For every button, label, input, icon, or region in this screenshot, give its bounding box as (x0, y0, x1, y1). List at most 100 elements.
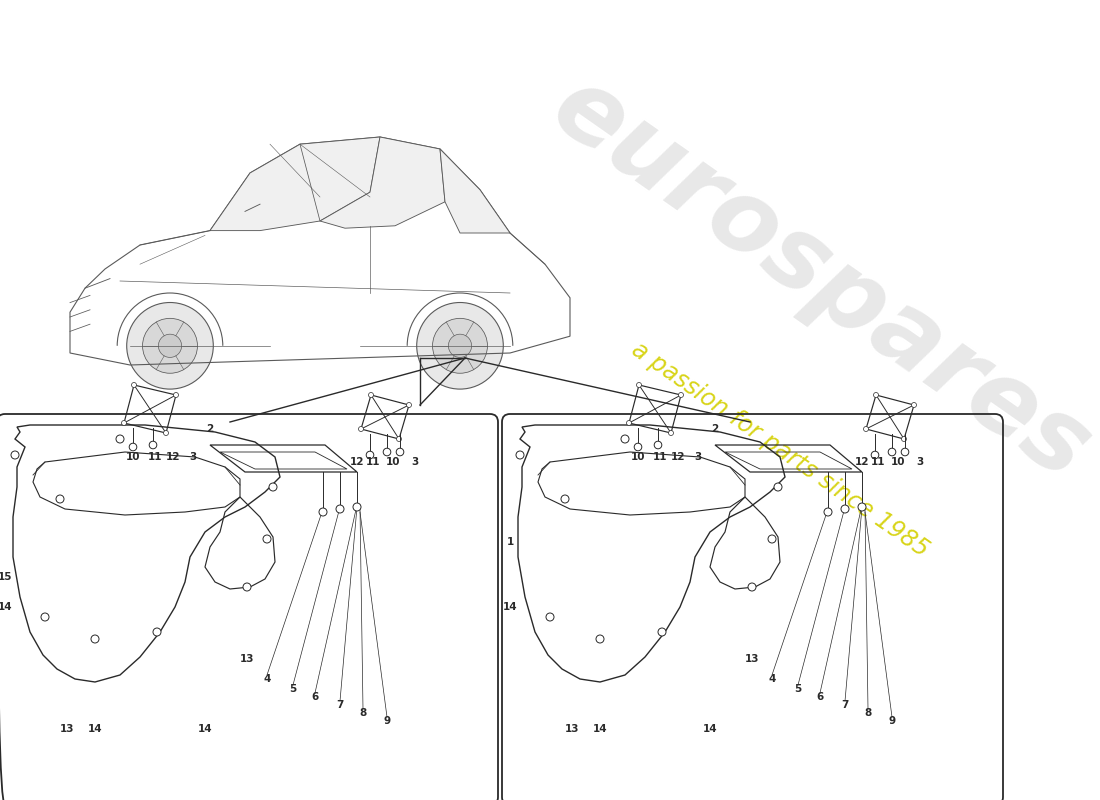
Circle shape (263, 535, 271, 543)
Text: 2: 2 (207, 424, 213, 434)
Circle shape (627, 421, 631, 426)
Text: 11: 11 (365, 457, 381, 467)
Circle shape (121, 421, 126, 426)
Circle shape (129, 443, 136, 451)
Circle shape (658, 628, 666, 636)
Text: 11: 11 (147, 452, 163, 462)
Circle shape (143, 318, 198, 374)
Text: 14: 14 (703, 724, 717, 734)
Text: 10: 10 (630, 452, 646, 462)
Text: 13: 13 (59, 724, 75, 734)
Text: 6: 6 (816, 692, 824, 702)
Text: 1: 1 (506, 537, 514, 547)
Circle shape (41, 613, 50, 621)
Circle shape (383, 448, 390, 456)
Text: 8: 8 (865, 708, 871, 718)
Circle shape (901, 448, 909, 456)
Polygon shape (210, 137, 380, 230)
Text: 12: 12 (855, 457, 869, 467)
Circle shape (546, 613, 554, 621)
Text: 15: 15 (0, 572, 12, 582)
Circle shape (164, 430, 168, 435)
Text: 5: 5 (289, 684, 297, 694)
Text: 8: 8 (360, 708, 366, 718)
Circle shape (888, 448, 895, 456)
Text: 10: 10 (891, 457, 905, 467)
Text: 14: 14 (593, 724, 607, 734)
Circle shape (353, 503, 361, 511)
Circle shape (842, 505, 849, 513)
Circle shape (432, 318, 487, 374)
Text: 3: 3 (411, 457, 419, 467)
Text: 12: 12 (166, 452, 180, 462)
Circle shape (56, 495, 64, 503)
Circle shape (902, 437, 906, 442)
Circle shape (912, 402, 916, 407)
Circle shape (417, 302, 504, 389)
Circle shape (679, 393, 683, 398)
Text: 14: 14 (0, 602, 12, 612)
Circle shape (768, 535, 776, 543)
Text: 11: 11 (652, 452, 668, 462)
Text: 5: 5 (794, 684, 802, 694)
Text: a passion for parts since 1985: a passion for parts since 1985 (627, 338, 933, 562)
Text: 4: 4 (263, 674, 271, 684)
Text: 14: 14 (198, 724, 212, 734)
Text: 3: 3 (916, 457, 924, 467)
Circle shape (158, 334, 182, 358)
Circle shape (132, 382, 136, 387)
Circle shape (366, 451, 374, 459)
Text: 9: 9 (889, 716, 895, 726)
Circle shape (407, 402, 411, 407)
Text: 6: 6 (311, 692, 319, 702)
Circle shape (396, 437, 402, 442)
Circle shape (858, 503, 866, 511)
Text: 3: 3 (694, 452, 702, 462)
Circle shape (516, 451, 524, 459)
Circle shape (116, 435, 124, 443)
Text: 12: 12 (671, 452, 685, 462)
Circle shape (270, 483, 277, 491)
Circle shape (126, 302, 213, 389)
Text: 7: 7 (337, 700, 343, 710)
Text: 13: 13 (564, 724, 580, 734)
Circle shape (873, 393, 879, 398)
Text: 10: 10 (386, 457, 400, 467)
Text: 14: 14 (503, 602, 517, 612)
Text: 13: 13 (745, 654, 759, 664)
Polygon shape (320, 137, 446, 228)
Polygon shape (440, 149, 510, 233)
Text: 9: 9 (384, 716, 390, 726)
Circle shape (669, 430, 673, 435)
Circle shape (319, 508, 327, 516)
Circle shape (368, 393, 374, 398)
Circle shape (654, 442, 662, 449)
Circle shape (449, 334, 472, 358)
Circle shape (635, 443, 641, 451)
Text: 12: 12 (350, 457, 364, 467)
Text: 2: 2 (712, 424, 718, 434)
Circle shape (91, 635, 99, 643)
Circle shape (596, 635, 604, 643)
Circle shape (11, 451, 19, 459)
Text: 7: 7 (842, 700, 849, 710)
Circle shape (871, 451, 879, 459)
Circle shape (359, 426, 363, 431)
Text: eurospares: eurospares (534, 59, 1100, 501)
Text: 3: 3 (189, 452, 197, 462)
Circle shape (174, 393, 178, 398)
Text: 11: 11 (871, 457, 886, 467)
Circle shape (864, 426, 869, 431)
Text: 13: 13 (240, 654, 254, 664)
Circle shape (748, 583, 756, 591)
Text: 10: 10 (125, 452, 141, 462)
Circle shape (150, 442, 157, 449)
Circle shape (561, 495, 569, 503)
Circle shape (774, 483, 782, 491)
Circle shape (336, 505, 344, 513)
Circle shape (153, 628, 161, 636)
Text: 14: 14 (88, 724, 102, 734)
Circle shape (637, 382, 641, 387)
Circle shape (396, 448, 404, 456)
Circle shape (621, 435, 629, 443)
